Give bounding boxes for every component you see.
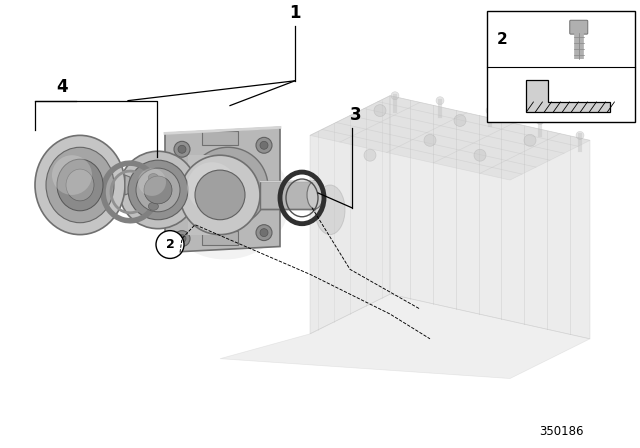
Ellipse shape [144,176,172,204]
Text: 2: 2 [166,238,174,251]
FancyBboxPatch shape [570,20,588,34]
Ellipse shape [315,185,345,235]
Ellipse shape [136,168,180,212]
Text: 2: 2 [497,32,508,47]
Circle shape [256,225,272,241]
Circle shape [178,145,186,153]
Ellipse shape [148,202,158,210]
Polygon shape [390,96,590,339]
Circle shape [486,107,494,115]
FancyBboxPatch shape [260,181,315,209]
Ellipse shape [187,162,237,212]
Circle shape [260,228,268,237]
Circle shape [256,138,272,153]
FancyBboxPatch shape [202,231,238,245]
Polygon shape [310,96,390,334]
FancyBboxPatch shape [188,155,228,235]
Text: 350186: 350186 [539,425,583,438]
Circle shape [174,231,190,246]
Polygon shape [165,127,280,253]
Polygon shape [526,80,611,112]
Circle shape [524,134,536,146]
Circle shape [474,149,486,161]
Ellipse shape [35,135,125,235]
Ellipse shape [46,147,114,223]
Ellipse shape [307,181,323,209]
Ellipse shape [148,173,158,181]
Polygon shape [310,96,590,180]
Ellipse shape [57,159,103,211]
Circle shape [424,134,436,146]
Ellipse shape [52,155,92,195]
Ellipse shape [160,140,290,259]
Ellipse shape [66,169,94,201]
Circle shape [178,235,186,242]
Circle shape [391,92,399,99]
Circle shape [374,104,386,116]
Circle shape [436,97,444,104]
Ellipse shape [138,168,166,196]
FancyBboxPatch shape [202,131,238,145]
FancyBboxPatch shape [487,11,635,122]
Text: 4: 4 [56,78,68,96]
Polygon shape [125,175,130,195]
Circle shape [364,149,376,161]
Circle shape [576,131,584,139]
Text: 3: 3 [350,107,362,125]
Circle shape [536,116,544,125]
Circle shape [156,231,184,258]
Circle shape [454,115,466,126]
Ellipse shape [188,147,268,227]
Ellipse shape [128,160,188,220]
Ellipse shape [119,151,197,228]
Text: 1: 1 [289,4,301,22]
Polygon shape [220,294,590,379]
Circle shape [260,141,268,149]
Ellipse shape [180,155,260,235]
Ellipse shape [195,170,245,220]
Circle shape [174,141,190,157]
